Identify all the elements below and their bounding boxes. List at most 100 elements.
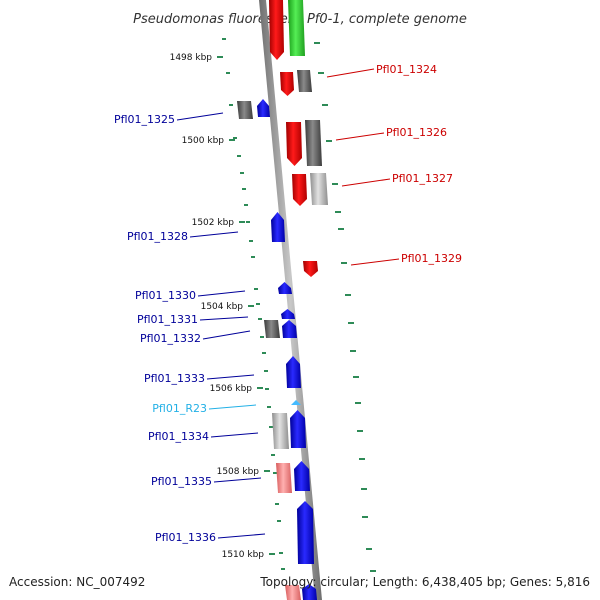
gene-label[interactable]: Pfl01_1330 (135, 289, 196, 302)
gc-tick (258, 318, 262, 320)
gc-tick (273, 472, 277, 474)
gene-box (264, 320, 280, 338)
gene-label-leader (197, 290, 246, 297)
gene-label[interactable]: Pfl01_1326 (386, 126, 447, 139)
gene-box (285, 585, 301, 600)
scale-tick (229, 139, 235, 141)
gc-tick (348, 322, 354, 324)
scale-label: 1506 kbp (210, 384, 253, 394)
gene-arrow-forward (290, 410, 306, 448)
gc-tick (345, 294, 351, 296)
gc-tick (275, 503, 279, 505)
gene-arrow-reverse (269, 0, 284, 60)
gc-tick (222, 38, 226, 40)
gc-tick (362, 516, 368, 518)
gene-label[interactable]: Pfl01_1325 (114, 113, 175, 126)
gc-tick (242, 188, 246, 190)
gene-labels: Pfl01_1324 Pfl01_1325 Pfl01_1326 Pfl01_1327… (114, 63, 462, 544)
scale-tick (239, 221, 245, 223)
gene-box (276, 463, 292, 493)
gc-tick (264, 370, 268, 372)
gene-arrow-forward (257, 99, 270, 117)
gc-tick (281, 568, 285, 570)
gene-label[interactable]: Pfl01_1328 (127, 230, 188, 243)
gene-arrow-forward (278, 282, 292, 294)
gc-tick (271, 454, 275, 456)
gene-label-leader (189, 231, 239, 238)
gene-label[interactable]: Pfl01_1324 (376, 63, 437, 76)
gc-tick (267, 406, 271, 408)
gene-label[interactable]: Pfl01_1331 (137, 313, 198, 326)
gene-arrow-reverse (286, 122, 302, 166)
gc-tick (256, 303, 260, 305)
gene-box (297, 70, 312, 92)
gc-tick (251, 256, 255, 258)
gc-tick (370, 570, 376, 572)
gene-label[interactable]: Pfl01_1332 (140, 332, 201, 345)
scale-tick (248, 305, 254, 307)
genome-summary: Topology: circular; Length: 6,438,405 bp… (260, 575, 590, 589)
gene-label[interactable]: Pfl01_1336 (155, 531, 216, 544)
gene-label-leader (326, 68, 375, 78)
scale-tick (264, 470, 270, 472)
gene-arrow-reverse (292, 174, 307, 206)
gene-arrow-forward (282, 320, 297, 338)
gene-label-leader (335, 132, 385, 141)
accession-text: Accession: NC_007492 (9, 575, 146, 589)
scale-label: 1502 kbp (192, 218, 235, 228)
gene-box (288, 0, 305, 56)
scale-label: 1508 kbp (217, 467, 260, 477)
gc-tick (355, 402, 361, 404)
scale-label: 1500 kbp (182, 136, 225, 146)
gene-box (305, 120, 322, 166)
gc-tick (350, 350, 356, 352)
gene-features (237, 0, 328, 600)
gc-tick (265, 388, 269, 390)
rna-gene-marker (291, 400, 301, 405)
gc-tick (279, 552, 283, 554)
gene-label-leader (341, 178, 391, 187)
gc-tick (229, 104, 233, 106)
genome-backbone (259, 0, 322, 600)
scale-tick (217, 56, 223, 58)
gc-tick (237, 155, 241, 157)
gene-label-leader (217, 533, 266, 539)
gene-arrow-forward (286, 356, 301, 388)
gene-label-leader (208, 404, 257, 410)
gene-label[interactable]: Pfl01_1334 (148, 430, 209, 443)
gc-tick (332, 183, 338, 185)
gc-tick (314, 42, 320, 44)
gene-label-leader (350, 258, 400, 266)
gene-label-leader (176, 112, 224, 121)
scale-label: 1510 kbp (222, 550, 265, 560)
gc-tick (269, 426, 273, 428)
gc-tick (249, 240, 253, 242)
gene-label-leader (210, 432, 259, 438)
gc-tick (366, 548, 372, 550)
gene-label-leader (213, 477, 262, 483)
gene-arrow-reverse (303, 261, 318, 277)
gc-tick (338, 228, 344, 230)
scale-tick (269, 553, 275, 555)
gc-tick (335, 211, 341, 213)
gene-label-leader (202, 330, 251, 340)
gene-label[interactable]: Pfl01_1327 (392, 172, 453, 185)
gc-tick (260, 336, 264, 338)
gc-tick (359, 458, 365, 460)
gene-arrow-forward (294, 461, 310, 491)
gc-tick (262, 352, 266, 354)
gene-box (310, 173, 328, 205)
gene-arrow-forward (302, 584, 317, 600)
gene-label[interactable]: Pfl01_1329 (401, 252, 462, 265)
gene-label[interactable]: Pfl01_R23 (152, 402, 207, 415)
gc-tick (353, 376, 359, 378)
gene-label-leader (206, 374, 255, 380)
gc-skew-track (222, 38, 376, 572)
gene-label[interactable]: Pfl01_1333 (144, 372, 205, 385)
gene-label[interactable]: Pfl01_1335 (151, 475, 212, 488)
scale-label: 1504 kbp (201, 302, 244, 312)
scale-labels: 1498 kbp 1500 kbp 1502 kbp 1504 kbp 1506 kbp… (170, 53, 275, 560)
gc-tick (233, 137, 237, 139)
gc-tick (246, 221, 250, 223)
